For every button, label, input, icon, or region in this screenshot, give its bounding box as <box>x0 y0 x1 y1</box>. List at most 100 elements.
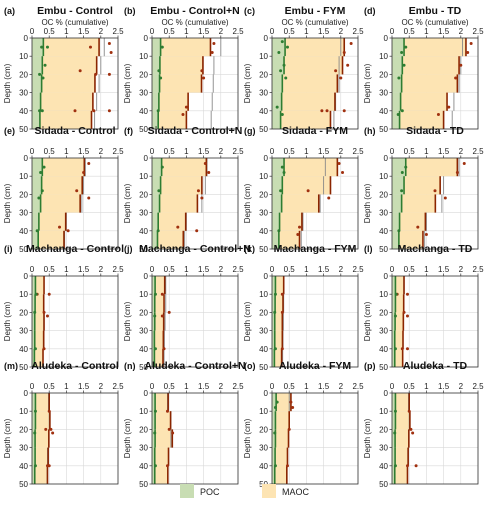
poc-point <box>33 347 37 351</box>
x-tick-label: 0.5 <box>164 265 176 274</box>
poc-bar <box>392 276 396 295</box>
poc-bar <box>392 194 402 213</box>
y-axis-label: Depth (cm) <box>243 63 252 103</box>
x-tick-label: 1 <box>184 147 189 156</box>
plot-frame <box>391 275 479 368</box>
x-tick-label: 1.5 <box>78 147 90 156</box>
maoc-bar <box>42 158 85 177</box>
maoc-bar <box>284 56 343 75</box>
y-axis-label: Depth (cm) <box>123 183 132 223</box>
y-tick-label: 10 <box>259 172 268 181</box>
y-tick-label: 40 <box>19 107 28 116</box>
poc-bar <box>32 158 43 177</box>
x-tick-label: 0.5 <box>44 27 56 36</box>
total-oc-point <box>416 225 420 229</box>
poc-point <box>43 63 47 67</box>
poc-bar <box>272 194 282 213</box>
maoc-bar <box>160 176 202 195</box>
total-oc-point <box>289 400 293 404</box>
total-oc-point <box>160 292 164 296</box>
y-tick-label: 40 <box>19 227 28 236</box>
poc-point <box>400 171 404 175</box>
total-oc-point <box>455 171 459 175</box>
x-tick-label: 2.5 <box>472 382 484 391</box>
poc-bar <box>272 56 285 75</box>
plot-frame <box>31 157 119 250</box>
y-tick-label: 50 <box>19 480 28 489</box>
maoc-bar <box>398 230 423 249</box>
maoc-bar <box>395 294 404 313</box>
poc-point <box>273 347 277 351</box>
y-tick-label: 50 <box>139 480 148 489</box>
poc-point <box>160 45 164 49</box>
maoc-bar <box>395 447 409 466</box>
poc-bar <box>272 74 283 93</box>
y-tick-label: 50 <box>139 245 148 254</box>
x-axis-label: OC % (cumulative) <box>41 18 108 27</box>
y-axis-label: Depth (cm) <box>363 418 372 458</box>
x-tick-label: 2.5 <box>112 27 124 36</box>
panel-label: (i) <box>4 244 13 254</box>
x-tick-label: 2.5 <box>472 265 484 274</box>
poc-point <box>38 72 42 76</box>
poc-point <box>277 229 281 233</box>
y-tick-label: 10 <box>19 52 28 61</box>
poc-bar <box>272 110 281 129</box>
x-tick-label: 0 <box>270 147 275 156</box>
total-oc-point <box>424 232 428 236</box>
poc-bar <box>392 212 400 231</box>
maoc-bar <box>279 212 302 231</box>
x-tick-label: 1.5 <box>438 265 450 274</box>
poc-bar <box>32 110 40 129</box>
poc-point <box>153 464 157 468</box>
poc-bar <box>152 212 159 231</box>
panel-title: Aludeka - Control+N <box>144 360 245 372</box>
poc-bar <box>32 230 39 249</box>
maoc-bar <box>275 447 288 466</box>
maoc-bar <box>274 330 283 349</box>
y-tick-label: 10 <box>19 172 28 181</box>
total-oc-point <box>334 69 338 73</box>
total-oc-point <box>51 431 55 435</box>
maoc-bar <box>395 429 409 448</box>
total-oc-point <box>92 109 96 113</box>
poc-point <box>153 314 157 318</box>
total-oc-point <box>411 431 415 435</box>
maoc-bar <box>35 276 45 295</box>
y-tick-label: 30 <box>139 444 148 453</box>
panel-label: (d) <box>364 6 376 16</box>
x-tick-label: 1.5 <box>78 265 90 274</box>
maoc-bar <box>274 465 287 484</box>
poc-bar <box>152 176 161 195</box>
total-oc-point <box>87 161 91 165</box>
total-oc-point <box>327 196 331 200</box>
total-oc-point <box>165 464 169 468</box>
poc-point <box>153 409 157 413</box>
total-oc-point <box>337 161 341 165</box>
x-tick-label: 2.5 <box>232 382 244 391</box>
maoc-bar <box>394 348 403 367</box>
total-oc-point <box>87 196 91 200</box>
total-oc-point <box>405 292 409 296</box>
total-oc-point <box>181 112 185 116</box>
y-tick-label: 50 <box>379 125 388 134</box>
y-tick-label: 50 <box>379 480 388 489</box>
total-oc-point <box>407 409 411 413</box>
poc-bar <box>32 276 36 295</box>
maoc-bar <box>404 176 441 195</box>
x-tick-label: 1 <box>424 27 429 36</box>
panel-p: (p) Aludeka - TD 0 0.5 1 1.5 2 2.5 0 10 20 30 40 50 De… <box>363 360 484 489</box>
maoc-bar <box>155 276 165 295</box>
x-tick-label: 2 <box>219 27 224 36</box>
poc-bar <box>152 312 155 331</box>
panel-label: (k) <box>244 244 255 254</box>
maoc-bar <box>394 330 404 349</box>
y-axis-label: Depth (cm) <box>123 301 132 341</box>
x-tick-label: 1.5 <box>78 382 90 391</box>
maoc-bar <box>402 56 460 75</box>
x-tick-label: 1.5 <box>318 147 330 156</box>
panel-h: (h) Sidada - TD 0 0.5 1 1.5 2 2.5 0 10 20 30 40 50 Dep… <box>363 125 484 254</box>
x-tick-label: 2.5 <box>352 382 364 391</box>
